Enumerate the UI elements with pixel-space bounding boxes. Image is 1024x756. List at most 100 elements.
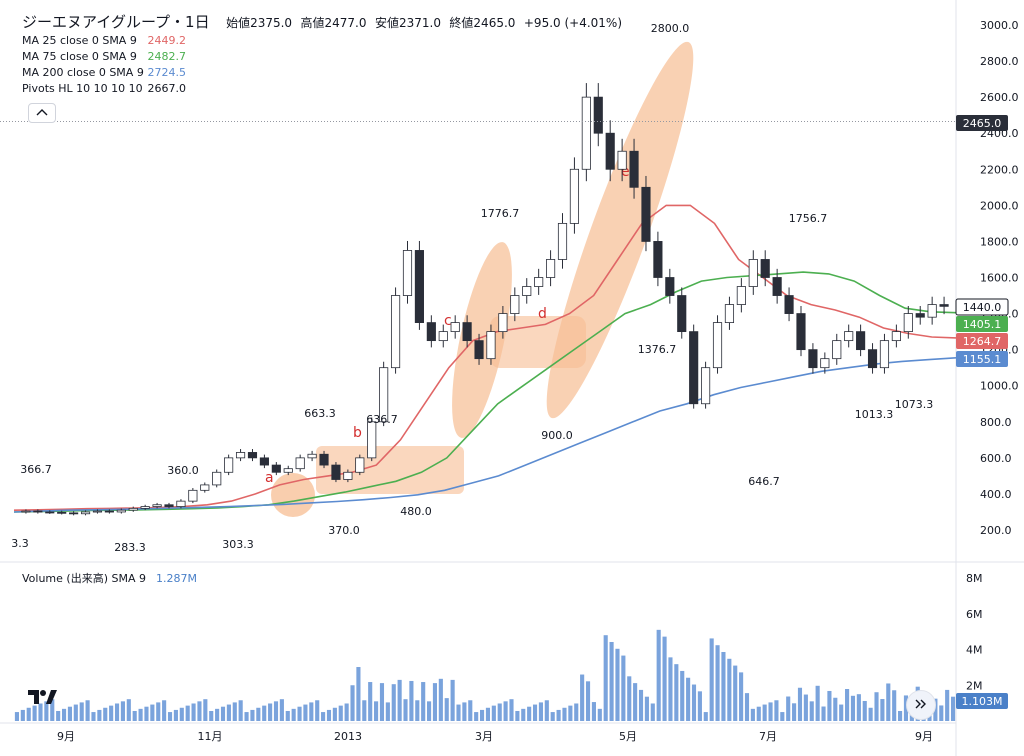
candle-body	[760, 259, 770, 278]
price-axis-tick: 400.0	[980, 488, 1012, 501]
candle-body	[903, 313, 913, 333]
ma25-legend-row[interactable]: MA 25 close 0 SMA 9 2449.2	[22, 33, 626, 49]
volume-label: Volume (出来高) SMA 9	[22, 572, 146, 585]
candle-body	[748, 259, 758, 287]
volume-bar	[815, 685, 820, 721]
candle-body	[200, 484, 210, 491]
volume-bar	[191, 703, 196, 721]
candle-body	[462, 322, 472, 342]
pivot-label: 1376.7	[638, 343, 677, 356]
volume-bar	[291, 708, 296, 721]
candle-body	[474, 340, 484, 360]
volume-bar	[827, 690, 832, 721]
chevron-up-icon	[36, 109, 48, 116]
volume-badge	[956, 693, 1008, 709]
volume-bar	[933, 698, 938, 721]
volume-bar	[215, 708, 220, 721]
candle-body	[498, 313, 508, 333]
volume-bar	[432, 683, 438, 721]
price-axis-tick: 1000.0	[980, 380, 1019, 393]
volume-bar	[803, 694, 808, 721]
candle-body	[605, 132, 615, 170]
low-value: 安値2371.0	[374, 16, 441, 30]
volume-bar	[491, 705, 496, 721]
volume-bar	[691, 684, 697, 721]
double-chevron-right-icon	[915, 699, 926, 709]
pivot-label: 360.0	[167, 464, 199, 477]
volume-bar	[73, 704, 78, 721]
volume-bar	[638, 689, 644, 721]
scroll-to-realtime-button[interactable]	[906, 690, 936, 720]
candle-body	[784, 295, 794, 314]
pivot-label: 900.0	[541, 429, 573, 442]
price-axis-tick: 1600.0	[980, 272, 1019, 285]
volume-bar	[585, 681, 591, 721]
candle-body	[212, 471, 222, 486]
volume-bar	[750, 708, 755, 721]
candle-body	[796, 313, 806, 351]
volume-bar	[485, 707, 491, 721]
candle-body	[69, 512, 79, 515]
volume-bar	[479, 709, 485, 721]
volume-bar	[79, 702, 84, 721]
volume-bar	[515, 710, 520, 721]
price-badge	[955, 298, 1009, 316]
ma200-legend-row[interactable]: MA 200 close 0 SMA 9 2724.5	[22, 65, 626, 81]
volume-bar	[509, 699, 514, 721]
candle-body	[891, 331, 901, 342]
volume-bar	[185, 705, 190, 721]
highlight-region-b	[316, 446, 464, 494]
symbol-title: ジーエヌアイグループ・1日	[22, 13, 210, 31]
volume-bar	[862, 700, 867, 721]
candle-body	[736, 286, 746, 305]
candle-body	[915, 313, 925, 318]
pivot-label: 663.3	[304, 407, 336, 420]
volume-legend[interactable]: Volume (出来高) SMA 9 1.287M	[22, 570, 197, 586]
volume-bar	[197, 701, 202, 721]
volume-bar	[939, 705, 944, 721]
volume-bar	[114, 703, 120, 721]
volume-bar	[580, 674, 585, 721]
time-axis-label: 2013	[334, 730, 362, 743]
volume-bar	[544, 700, 549, 721]
volume-bar	[621, 655, 626, 721]
volume-bar	[109, 705, 114, 721]
volume-bar	[786, 696, 791, 721]
volume-bar	[950, 696, 956, 721]
candle-body	[724, 304, 735, 323]
volume-bar	[680, 670, 685, 721]
volume-bar	[797, 687, 803, 721]
volume-bar	[362, 700, 367, 721]
volume-bar	[762, 704, 767, 721]
volume-bar	[32, 705, 37, 721]
volume-bar	[715, 645, 720, 721]
price-badge	[956, 115, 1008, 131]
volume-bar	[156, 702, 161, 721]
ma-line-75	[13, 271, 957, 513]
ma75-legend-row[interactable]: MA 75 close 0 SMA 9 2482.7	[22, 49, 626, 65]
tradingview-logo-icon[interactable]	[26, 686, 58, 710]
candle-body	[235, 452, 246, 459]
candle-body	[390, 295, 401, 369]
candle-body	[772, 277, 782, 296]
candle-body	[116, 509, 126, 513]
volume-bar	[356, 667, 361, 721]
volume-bar	[898, 710, 903, 721]
volume-bar	[686, 677, 691, 721]
volume-bar	[209, 710, 214, 721]
volume-bar	[633, 683, 638, 721]
pivots-legend-row[interactable]: Pivots HL 10 10 10 10 2667.0	[22, 81, 626, 97]
candle-body	[844, 331, 854, 342]
volume-bar	[709, 638, 714, 721]
volume-bar	[262, 705, 267, 721]
volume-bar	[603, 635, 608, 721]
collapse-legend-button[interactable]	[28, 103, 56, 123]
price-badge-text: 1264.7	[963, 335, 1002, 348]
price-axis-tick: 2600.0	[980, 91, 1019, 104]
pivot-label: 2800.0	[651, 22, 690, 35]
candle-body	[712, 322, 723, 369]
volume-bar	[868, 707, 873, 721]
volume-bar	[550, 712, 555, 721]
highlight-region-e	[546, 41, 694, 419]
